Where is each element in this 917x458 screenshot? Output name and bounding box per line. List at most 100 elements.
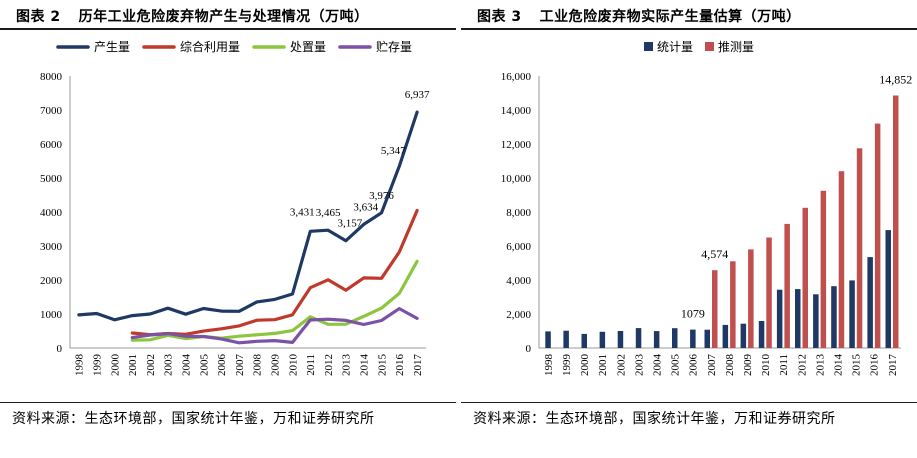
legend-label-2: 综合利用量 <box>180 39 240 54</box>
y-tick-label: 6,000 <box>506 241 531 253</box>
x-tick-label: 2010 <box>760 354 772 377</box>
left-title-text: 历年工业危险废弃物产生与处理情况（万吨） <box>78 9 369 25</box>
x-tick-label: 1999 <box>92 354 104 377</box>
x-tick-label: 2013 <box>341 354 353 377</box>
bar-statistical <box>635 328 642 348</box>
bar-statistical <box>740 323 747 348</box>
bar-statistical <box>690 329 696 348</box>
legend-swatch-1 <box>644 42 653 51</box>
x-tick-label: 2002 <box>145 354 157 376</box>
data-label: 3,431 <box>290 206 315 218</box>
y-tick-label: 14,000 <box>501 105 532 117</box>
x-tick-label: 2006 <box>216 354 228 377</box>
bar-statistical <box>813 294 819 348</box>
bar-statistical <box>722 324 729 348</box>
x-tick-label: 2016 <box>394 354 406 377</box>
bar-estimated <box>893 95 899 348</box>
bar-statistical <box>563 330 569 348</box>
x-tick-label: 2015 <box>376 354 388 377</box>
line-chart: 0 1000 2000 3000 4000 5000 6000 7000 8000 1998 199… <box>40 39 430 377</box>
y-tick-label: 2,000 <box>506 309 531 321</box>
right-figure-label: 图表 3 <box>477 9 522 25</box>
y-tick-label: 6000 <box>40 139 63 151</box>
x-tick-label: 2000 <box>579 354 591 377</box>
x-tick-label: 2001 <box>597 354 609 376</box>
bar-statistical <box>545 331 551 348</box>
bar-statistical <box>831 286 837 348</box>
x-tick-label: 2004 <box>181 354 193 377</box>
right-bottom-rule <box>461 402 917 403</box>
y-tick-label: 4,000 <box>506 275 531 287</box>
data-label: 3,465 <box>316 207 341 219</box>
right-top-rule <box>461 28 917 30</box>
x-tick-label: 2002 <box>615 354 627 376</box>
y-tick-label: 0 <box>526 343 532 355</box>
y-tick-label: 5000 <box>40 173 63 185</box>
x-tick-label: 2013 <box>814 354 826 377</box>
x-tick-label: 2010 <box>287 354 299 377</box>
x-tick-label: 1998 <box>543 354 555 377</box>
x-tick-label: 2003 <box>163 354 175 377</box>
x-tick-label: 2003 <box>633 354 645 377</box>
bar-chart: 0 2,000 4,000 6,000 8,000 10,000 12,000 14,000 1… <box>501 40 912 377</box>
x-tick-label: 2011 <box>305 354 317 376</box>
bar-estimated <box>784 223 790 348</box>
bar-estimated <box>838 171 845 348</box>
left-source-note: 资料来源：生态环境部，国家统计年鉴，万和证券研究所 <box>12 411 375 427</box>
x-tick-label: 2000 <box>109 354 121 377</box>
bar-statistical <box>795 289 801 348</box>
bar-statistical <box>617 331 624 348</box>
y-tick-label: 12,000 <box>501 139 532 151</box>
y-tick-label: 16,000 <box>501 71 532 83</box>
legend-label-2: 推测量 <box>718 40 754 54</box>
y-tick-label: 8000 <box>40 71 63 83</box>
bar-statistical <box>758 321 765 348</box>
y-tick-label: 3000 <box>40 241 63 253</box>
bar-statistical <box>672 328 678 348</box>
right-source-note: 资料来源：生态环境部，国家统计年鉴，万和证券研究所 <box>473 411 836 427</box>
data-label: 6,937 <box>405 89 430 101</box>
legend-label-3: 处置量 <box>290 40 326 54</box>
data-label: 4,574 <box>701 247 728 261</box>
bar-estimated <box>856 148 863 349</box>
y-tick-label: 0 <box>57 343 63 355</box>
bar-statistical <box>776 289 783 348</box>
x-tick-label: 2017 <box>887 354 899 377</box>
x-tick-label: 2009 <box>742 354 754 377</box>
x-tick-label: 1999 <box>561 354 573 377</box>
data-label: 3,976 <box>369 190 394 202</box>
right-chart-title: 图表 3 工业危险废弃物实际产生量估算（万吨） <box>473 6 801 26</box>
x-tick-label: 2001 <box>127 354 139 376</box>
series-line-1 <box>77 110 419 322</box>
bar-estimated <box>874 123 881 348</box>
x-tick-label: 2005 <box>670 354 682 377</box>
x-tick-label: 2011 <box>778 354 790 376</box>
x-tick-label: 2014 <box>359 354 371 377</box>
y-tick-label: 10,000 <box>501 173 532 185</box>
legend-label-1: 产生量 <box>94 40 130 54</box>
x-tick-label: 2017 <box>412 354 424 377</box>
y-tick-label: 8,000 <box>506 207 531 219</box>
y-tick-label: 1000 <box>40 309 63 321</box>
bar-statistical <box>704 329 710 348</box>
x-tick-label: 1998 <box>74 354 86 377</box>
data-label: 1079 <box>681 307 705 321</box>
x-tick-label: 2012 <box>796 354 808 376</box>
data-label: 3,634 <box>353 201 378 213</box>
x-tick-label: 2014 <box>833 354 845 377</box>
x-tick-label: 2006 <box>688 354 700 377</box>
data-label: 5,347 <box>381 145 406 157</box>
legend-label-1: 统计量 <box>657 40 693 54</box>
x-tick-label: 2004 <box>652 354 664 377</box>
bar-statistical <box>653 331 660 348</box>
bar-statistical <box>867 257 873 348</box>
x-tick-label: 2009 <box>270 354 282 377</box>
x-tick-label: 2016 <box>869 354 881 377</box>
x-tick-label: 2007 <box>234 354 246 377</box>
bar-estimated <box>712 270 718 348</box>
x-tick-label: 2008 <box>724 354 736 377</box>
series-line-4 <box>130 307 419 345</box>
x-tick-label: 2015 <box>851 354 863 377</box>
series-line-2 <box>130 208 419 337</box>
bar-statistical <box>885 230 891 348</box>
